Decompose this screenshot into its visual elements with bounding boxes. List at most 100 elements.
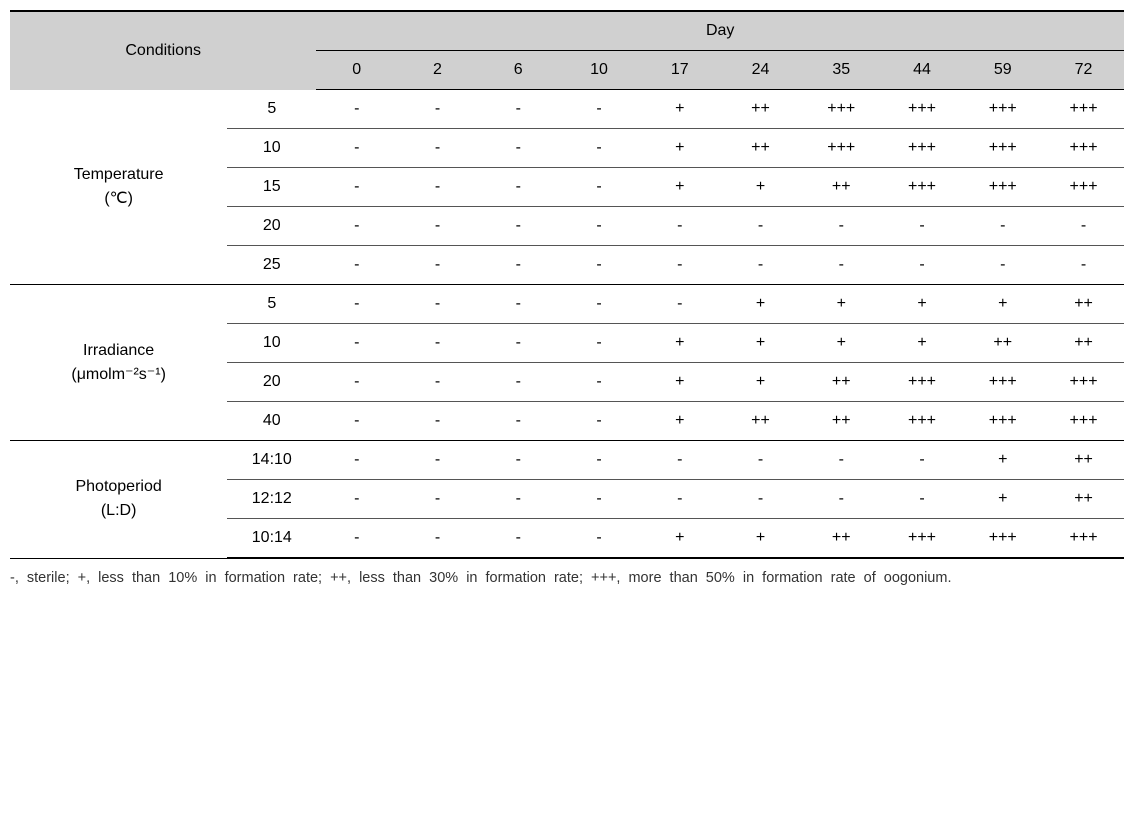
data-cell: - <box>559 207 640 246</box>
data-cell: +++ <box>1043 129 1124 168</box>
data-cell: ++ <box>720 402 801 441</box>
level-cell: 15 <box>227 168 316 207</box>
level-cell: 10:14 <box>227 519 316 559</box>
group-label-line1: Irradiance <box>83 342 154 359</box>
data-cell: - <box>478 402 559 441</box>
data-cell: - <box>478 207 559 246</box>
day-col: 0 <box>316 51 397 90</box>
table-row: Photoperiod(L:D)14:10--------+++ <box>10 441 1124 480</box>
level-cell: 12:12 <box>227 480 316 519</box>
data-cell: + <box>639 402 720 441</box>
data-cell: +++ <box>1043 168 1124 207</box>
data-cell: - <box>639 246 720 285</box>
data-cell: - <box>639 207 720 246</box>
data-cell: - <box>882 207 963 246</box>
level-cell: 40 <box>227 402 316 441</box>
data-cell: - <box>478 90 559 129</box>
data-cell: + <box>962 441 1043 480</box>
data-cell: - <box>316 441 397 480</box>
data-cell: - <box>962 207 1043 246</box>
data-cell: + <box>720 324 801 363</box>
data-cell: + <box>962 285 1043 324</box>
day-col: 2 <box>397 51 478 90</box>
data-cell: - <box>639 285 720 324</box>
day-col: 35 <box>801 51 882 90</box>
data-cell: + <box>962 480 1043 519</box>
data-cell: + <box>801 285 882 324</box>
data-cell: +++ <box>962 363 1043 402</box>
data-cell: - <box>559 324 640 363</box>
data-cell: - <box>316 168 397 207</box>
data-cell: - <box>882 480 963 519</box>
data-cell: +++ <box>962 129 1043 168</box>
data-cell: - <box>801 480 882 519</box>
day-col: 44 <box>882 51 963 90</box>
data-cell: - <box>316 363 397 402</box>
data-cell: ++ <box>1043 324 1124 363</box>
data-cell: + <box>882 324 963 363</box>
data-cell: - <box>639 441 720 480</box>
data-cell: - <box>882 441 963 480</box>
data-cell: +++ <box>962 519 1043 559</box>
data-cell: - <box>559 168 640 207</box>
data-cell: - <box>882 246 963 285</box>
data-cell: - <box>316 324 397 363</box>
data-cell: + <box>720 285 801 324</box>
table-body: Temperature(℃)5----+++++++++++++++10----… <box>10 90 1124 559</box>
data-cell: ++ <box>1043 441 1124 480</box>
data-cell: - <box>316 129 397 168</box>
data-cell: - <box>397 129 478 168</box>
group-label-line2: (μmolm⁻²s⁻¹) <box>71 366 166 383</box>
data-cell: +++ <box>1043 363 1124 402</box>
data-cell: - <box>316 285 397 324</box>
data-cell: ++ <box>962 324 1043 363</box>
data-cell: ++ <box>720 90 801 129</box>
data-cell: - <box>639 480 720 519</box>
data-cell: + <box>801 324 882 363</box>
level-cell: 10 <box>227 324 316 363</box>
data-cell: +++ <box>882 90 963 129</box>
data-cell: - <box>720 480 801 519</box>
data-cell: - <box>397 168 478 207</box>
data-cell: - <box>478 480 559 519</box>
data-cell: - <box>801 207 882 246</box>
data-cell: - <box>559 363 640 402</box>
data-cell: ++ <box>1043 480 1124 519</box>
data-cell: - <box>316 207 397 246</box>
level-cell: 10 <box>227 129 316 168</box>
data-cell: + <box>720 168 801 207</box>
data-cell: - <box>397 480 478 519</box>
data-cell: - <box>316 402 397 441</box>
data-cell: - <box>559 402 640 441</box>
data-cell: +++ <box>801 90 882 129</box>
data-cell: + <box>639 363 720 402</box>
data-cell: - <box>559 90 640 129</box>
data-cell: - <box>478 129 559 168</box>
data-cell: - <box>397 324 478 363</box>
data-cell: + <box>639 90 720 129</box>
data-cell: +++ <box>882 402 963 441</box>
data-cell: - <box>478 285 559 324</box>
data-cell: - <box>397 207 478 246</box>
data-cell: - <box>1043 207 1124 246</box>
data-cell: + <box>639 168 720 207</box>
group-label: Temperature(℃) <box>10 90 227 285</box>
data-cell: ++ <box>1043 285 1124 324</box>
data-cell: - <box>559 246 640 285</box>
day-col: 17 <box>639 51 720 90</box>
data-cell: +++ <box>882 363 963 402</box>
group-label-line2: (℃) <box>104 190 133 207</box>
level-cell: 20 <box>227 363 316 402</box>
table-header: Conditions Day 0 2 6 10 17 24 35 44 59 7… <box>10 11 1124 90</box>
data-cell: +++ <box>801 129 882 168</box>
data-cell: - <box>397 363 478 402</box>
data-cell: - <box>720 207 801 246</box>
data-cell: - <box>478 441 559 480</box>
data-cell: - <box>316 90 397 129</box>
data-cell: - <box>720 441 801 480</box>
day-col: 72 <box>1043 51 1124 90</box>
group-label-line2: (L:D) <box>101 502 137 519</box>
data-cell: +++ <box>882 129 963 168</box>
data-cell: - <box>478 519 559 559</box>
data-cell: +++ <box>882 168 963 207</box>
